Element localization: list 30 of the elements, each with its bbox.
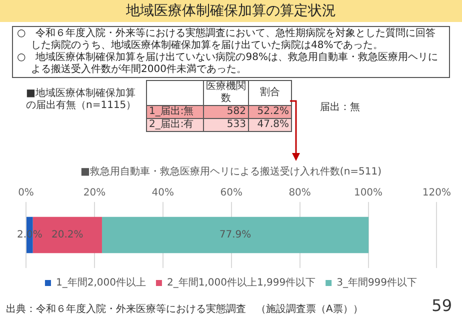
x-tick-label: 120% — [422, 188, 451, 199]
chart-subtitle: ■救急用自動車・救急医療用ヘリによる搬送受け入れ件数(n=511) — [80, 166, 382, 178]
x-tick-label: 60% — [220, 188, 242, 199]
legend-label: 3_年間999件以下 — [336, 276, 418, 289]
text: ■地域医療体制確保加算の届出有無（n=1115） — [26, 88, 138, 112]
text: 医療機関数 — [204, 80, 248, 106]
text: 2_届出:有 — [146, 118, 204, 132]
source-note: 出典：令和６年度入院・外来医療等における実態調査 （施設調査票（A票）） — [6, 302, 363, 316]
text: 59 — [432, 296, 452, 315]
text: 47.8% — [248, 118, 292, 132]
bar — [102, 216, 369, 254]
text: ○ 地域医療体制確保加算を届け出ていない病院の98%は、救急用自動車・救急医療用ヘリによる搬送受入件数が年間2000件未満であった。 — [17, 52, 439, 76]
legend-label: 2_年間1,000件以上1,999件以下 — [166, 276, 316, 289]
text: ○ 令和６年度入院・外来等における実態調査において、急性期病院を対象とした質問に回答した病院のうち、地域医療体制確保加算を届け出ていた病院は48%であった。 — [17, 28, 437, 52]
x-tick-label: 80% — [288, 188, 311, 199]
x-tick-label: 40% — [152, 188, 174, 199]
data-label: 20.2% — [52, 230, 84, 241]
x-tick-label: 20% — [83, 188, 106, 199]
text: 1_届出:無 — [146, 106, 204, 118]
text: 533 — [204, 118, 248, 132]
data-label: 77.9% — [219, 230, 252, 241]
x-tick-label: 0% — [18, 188, 34, 199]
text: 割合 — [248, 80, 292, 106]
text: 582 — [204, 106, 248, 118]
text: 届出：無 — [320, 100, 360, 114]
text: 52.2% — [248, 106, 292, 118]
legend-label: 1_年間2,000件以上 — [56, 276, 146, 289]
chart-title: 地域医療体制確保加算の算定状況 — [0, 0, 462, 22]
data-label: 2.0% — [16, 230, 42, 241]
x-tick-label: 100% — [354, 188, 383, 199]
